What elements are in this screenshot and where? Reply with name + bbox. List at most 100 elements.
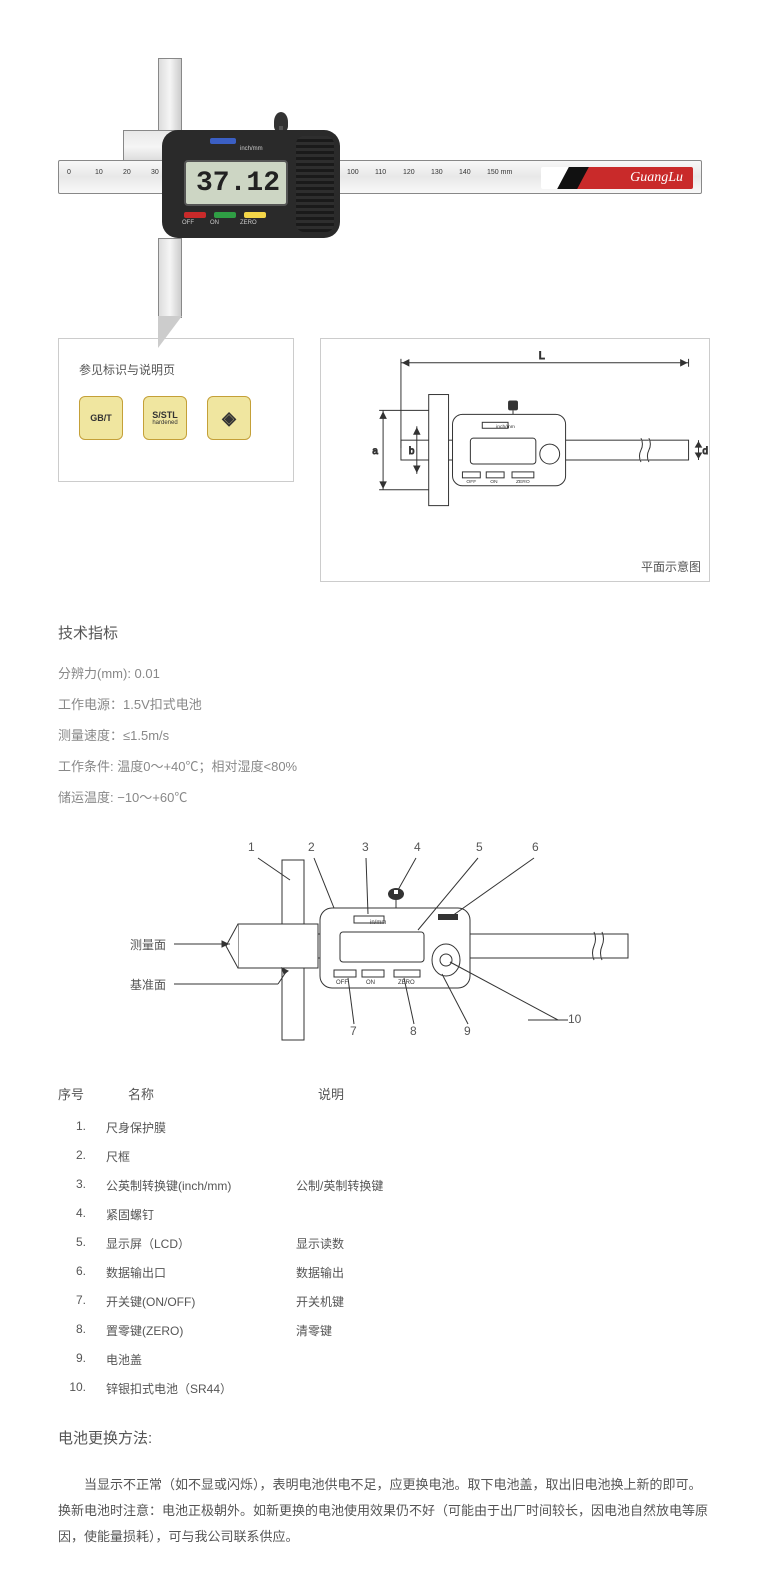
brand-strip: GuangLu bbox=[541, 167, 693, 189]
battery-heading: 电池更换方法: bbox=[58, 1427, 712, 1448]
col-desc: 说明 bbox=[318, 1084, 344, 1103]
part-desc: 清零键 bbox=[296, 1322, 332, 1339]
labeled-diagram: in/mm OFF ON ZERO 1 2 3 4 5 6 7 8 9 10 测… bbox=[118, 824, 678, 1064]
battery-text: 当显示不正常（如不显或闪烁），表明电池供电不足，应更换电池。取下电池盖，取出旧电… bbox=[58, 1472, 712, 1550]
part-name: 尺框 bbox=[106, 1148, 296, 1165]
spec-line: 工作电源：1.5V扣式电池 bbox=[58, 698, 712, 711]
callout-9: 9 bbox=[464, 1024, 471, 1038]
legend-box: 参见标识与说明页 GB/T S/STL hardened ◈ bbox=[58, 338, 294, 482]
specs-heading: 技术指标 bbox=[58, 622, 712, 643]
svg-text:ZERO: ZERO bbox=[398, 980, 415, 986]
spec-line: 分辨力(mm): 0.01 bbox=[58, 667, 712, 680]
part-num: 5. bbox=[58, 1235, 106, 1252]
callout-2: 2 bbox=[308, 840, 315, 854]
parts-row: 10.锌银扣式电池（SR44） bbox=[58, 1380, 712, 1397]
parts-row: 8.置零键(ZERO)清零键 bbox=[58, 1322, 712, 1339]
ruler-number: 20 bbox=[123, 169, 131, 176]
parts-row: 5.显示屏（LCD）显示读数 bbox=[58, 1235, 712, 1252]
inchmm-button bbox=[210, 138, 236, 144]
spec-line: 工作条件: 温度0～+40℃；相对湿度<80% bbox=[58, 760, 712, 773]
badge-glyph: ◈ bbox=[222, 408, 236, 429]
parts-row: 6.数据输出口数据输出 bbox=[58, 1264, 712, 1281]
badge-text: GB/T bbox=[90, 413, 112, 423]
part-desc: 公制/英制转换键 bbox=[296, 1177, 383, 1194]
legend-title: 参见标识与说明页 bbox=[79, 361, 273, 378]
callout-5: 5 bbox=[476, 840, 483, 854]
part-num: 9. bbox=[58, 1351, 106, 1368]
part-num: 8. bbox=[58, 1322, 106, 1339]
on-label: ON bbox=[210, 220, 219, 226]
lcd-display: 37.12 bbox=[184, 160, 288, 206]
badges-row: GB/T S/STL hardened ◈ bbox=[79, 396, 273, 440]
on-button bbox=[214, 212, 236, 218]
schematic-box: L bbox=[320, 338, 710, 582]
part-name: 紧固螺钉 bbox=[106, 1206, 296, 1223]
ruler-number: 110 bbox=[375, 169, 386, 176]
callout-7: 7 bbox=[350, 1024, 357, 1038]
parts-row: 9.电池盖 bbox=[58, 1351, 712, 1368]
product-hero: 0102030405060708090100110120130140150 mm… bbox=[58, 58, 712, 328]
part-num: 2. bbox=[58, 1148, 106, 1165]
part-num: 4. bbox=[58, 1206, 106, 1223]
grip-texture bbox=[296, 136, 334, 232]
svg-text:ON: ON bbox=[366, 980, 375, 986]
svg-text:inch/mm: inch/mm bbox=[496, 424, 515, 430]
part-num: 10. bbox=[58, 1380, 106, 1397]
badge-gbt: GB/T bbox=[79, 396, 123, 440]
parts-row: 1.尺身保护膜 bbox=[58, 1119, 712, 1136]
parts-row: 3.公英制转换键(inch/mm)公制/英制转换键 bbox=[58, 1177, 712, 1194]
button-strip bbox=[184, 212, 266, 218]
col-name: 名称 bbox=[128, 1084, 318, 1103]
part-name: 电池盖 bbox=[106, 1351, 296, 1368]
schematic-caption: 平面示意图 bbox=[641, 558, 701, 575]
parts-table: 序号 名称 说明 1.尺身保护膜 2.尺框 3.公英制转换键(inch/mm)公制/… bbox=[58, 1084, 712, 1397]
part-name: 显示屏（LCD） bbox=[106, 1235, 296, 1252]
probe-upper bbox=[158, 58, 182, 134]
ruler-number: 150 mm bbox=[487, 169, 512, 176]
off-label: OFF bbox=[182, 220, 194, 226]
zero-label: ZERO bbox=[240, 220, 257, 226]
svg-text:OFF: OFF bbox=[466, 479, 476, 485]
ruler-body: 0102030405060708090100110120130140150 mm… bbox=[58, 160, 702, 194]
display-unit: inch/mm 37.12 OFF ON ZERO bbox=[162, 130, 340, 238]
svg-text:L: L bbox=[539, 350, 545, 362]
part-desc: 开关机键 bbox=[296, 1293, 344, 1310]
spec-line: 测量速度：≤1.5m/s bbox=[58, 729, 712, 742]
col-num: 序号 bbox=[58, 1084, 128, 1103]
battery-section: 电池更换方法: 当显示不正常（如不显或闪烁），表明电池供电不足，应更换电池。取下… bbox=[58, 1427, 712, 1550]
off-button bbox=[184, 212, 206, 218]
ruler-number: 100 bbox=[347, 169, 359, 176]
callout-1: 1 bbox=[248, 840, 255, 854]
svg-text:a: a bbox=[372, 446, 378, 457]
part-name: 锌银扣式电池（SR44） bbox=[106, 1380, 296, 1397]
svg-text:OFF: OFF bbox=[336, 980, 348, 986]
svg-text:ON: ON bbox=[490, 479, 498, 485]
svg-text:in/mm: in/mm bbox=[370, 920, 386, 926]
part-desc: 数据输出 bbox=[296, 1264, 344, 1281]
svg-text:b: b bbox=[409, 446, 415, 457]
part-desc: 显示读数 bbox=[296, 1235, 344, 1252]
label-measure-face: 测量面 bbox=[130, 936, 166, 953]
parts-head: 序号 名称 说明 bbox=[58, 1084, 712, 1103]
parts-row: 4.紧固螺钉 bbox=[58, 1206, 712, 1223]
part-num: 7. bbox=[58, 1293, 106, 1310]
part-num: 3. bbox=[58, 1177, 106, 1194]
parts-row: 2.尺框 bbox=[58, 1148, 712, 1165]
spec-line: 储运温度: −10～+60℃ bbox=[58, 791, 712, 804]
clamp-screw bbox=[274, 112, 288, 132]
spec-lines: 分辨力(mm): 0.01 工作电源：1.5V扣式电池 测量速度：≤1.5m/s 工… bbox=[58, 667, 712, 804]
probe-lower bbox=[158, 238, 182, 318]
callout-4: 4 bbox=[414, 840, 421, 854]
part-name: 数据输出口 bbox=[106, 1264, 296, 1281]
ruler-number: 0 bbox=[67, 169, 71, 176]
callout-8: 8 bbox=[410, 1024, 417, 1038]
svg-text:d: d bbox=[702, 446, 708, 457]
zero-button bbox=[244, 212, 266, 218]
parts-row: 7.开关键(ON/OFF)开关机键 bbox=[58, 1293, 712, 1310]
ruler-number: 120 bbox=[403, 169, 415, 176]
ruler-number: 130 bbox=[431, 169, 443, 176]
badge-text: hardened bbox=[152, 420, 177, 426]
callout-6: 6 bbox=[532, 840, 539, 854]
ruler-number: 140 bbox=[459, 169, 471, 176]
probe-taper bbox=[158, 316, 182, 348]
